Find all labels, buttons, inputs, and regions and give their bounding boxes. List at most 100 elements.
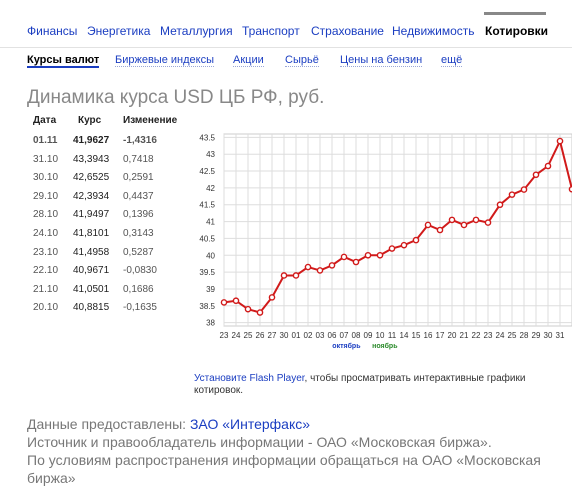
y-tick-label: 39.5 [199,268,215,277]
source-owner-line: Источник и правообладатель информации - … [27,434,492,450]
subnav-shares[interactable]: Акции [233,54,264,67]
y-tick-label: 41.5 [199,201,215,210]
data-point [376,251,384,259]
change-cell: 0,7418 [123,153,154,165]
y-tick-label: 42.5 [199,167,215,176]
rate-cell: 41,9497 [73,209,110,221]
x-tick-label: 23 [484,331,493,340]
rate-cell: 41,8101 [73,228,110,239]
rate-chart: 43.5 43 42.5 42 41.5 41 40.5 40 39.5 39 38.5 38 23 24… [192,130,572,352]
x-tick-label: 30 [280,331,289,340]
x-tick-label: 17 [436,331,445,340]
data-point [244,305,252,313]
y-tick-label: 43 [206,150,215,159]
nav-insurance[interactable]: Страхование [311,24,384,38]
install-flash-link[interactable]: Установите Flash Player [194,373,305,384]
data-point [556,137,564,145]
nav-metallurgy[interactable]: Металлургия [160,24,233,38]
subnav-commodities[interactable]: Сырьё [285,54,319,67]
nav-realty[interactable]: Недвижимость [392,24,475,38]
data-point [220,299,228,306]
change-cell: 0,1686 [123,283,154,295]
data-point [364,251,372,259]
y-tick-label: 40.5 [199,234,215,243]
x-tick-label: 02 [304,331,313,340]
data-point [232,297,240,305]
x-tick-label: 25 [244,331,253,340]
data-point [388,245,396,252]
x-tick-label: 07 [340,331,349,340]
data-point [472,216,480,224]
x-tick-label: 30 [544,331,553,340]
x-tick-label: 11 [388,331,397,340]
top-navigation: Финансы Энергетика Металлургия Транспорт… [0,12,572,48]
data-point [508,191,516,198]
data-point [532,171,540,179]
data-point [436,226,444,234]
y-tick-label: 41 [206,218,215,227]
change-cell: -0,0830 [123,265,157,277]
data-point [340,253,348,261]
month-label: ноябрь [372,342,398,350]
nav-finance[interactable]: Финансы [27,24,78,38]
sub-navigation: Курсы валют Биржевые индексы Акции Сырьё… [0,48,572,76]
column-header-change: Изменение [123,115,178,126]
interfax-link[interactable]: ЗАО «Интерфакс» [189,416,311,432]
date-cell: 31.10 [33,153,59,165]
data-point [400,241,408,249]
data-point [268,294,276,301]
x-tick-label: 23 [220,331,229,340]
subnav-exchange-indices[interactable]: Биржевые индексы [115,54,214,67]
data-point [544,162,552,170]
rate-cell: 42,6525 [73,172,110,184]
date-cell: 22.10 [33,265,59,277]
x-tick-label: 06 [328,331,337,340]
change-cell: -0,1635 [123,302,157,314]
x-tick-label: 25 [508,331,517,340]
date-cell: 28.10 [33,209,59,221]
x-tick-label: 31 [556,331,565,340]
subnav-more[interactable]: ещё [441,54,463,67]
column-header-date: Дата [33,115,57,126]
subnav-currency-rates[interactable]: Курсы валют [27,54,100,68]
change-cell: 0,2591 [123,172,154,184]
x-tick-label: 10 [376,331,385,340]
rate-cell: 41,0501 [73,283,110,295]
change-cell: 0,1396 [123,209,154,221]
x-tick-label: 08 [352,331,361,340]
change-cell: 0,5287 [123,246,154,258]
plot-area [223,133,572,327]
change-cell: -1,4316 [123,135,157,146]
x-tick-label: 20 [448,331,457,340]
y-tick-label: 38 [206,319,215,328]
rate-cell: 40,8815 [73,302,110,314]
provided-by-label: Данные предоставлены: [27,416,190,432]
date-cell: 24.10 [33,228,59,239]
date-cell: 30.10 [33,172,59,184]
y-tick-label: 42 [206,184,215,193]
column-header-rate: Курс [78,115,102,126]
data-point [496,201,504,209]
y-tick-label: 38.5 [199,302,215,311]
change-cell: 0,4437 [123,190,154,202]
change-cell: 0,3143 [123,228,154,239]
nav-transport[interactable]: Транспорт [242,24,300,38]
rate-cell: 42,3934 [73,190,110,202]
y-tick-label: 40 [206,251,215,260]
data-point [484,219,492,226]
nav-energy[interactable]: Энергетика [87,24,151,38]
date-cell: 21.10 [33,283,59,295]
date-cell: 01.11 [33,135,58,146]
data-point [448,216,456,224]
data-point [292,272,300,279]
subnav-fuel-prices[interactable]: Цены на бензин [340,54,423,67]
data-point [424,221,432,229]
data-point [256,309,264,316]
x-tick-label: 22 [472,331,481,340]
x-tick-label: 16 [424,331,433,340]
x-tick-label: 01 [292,331,301,340]
nav-quotes[interactable]: Котировки [485,24,549,38]
date-cell: 23.10 [33,246,59,258]
rate-cell: 43,3943 [73,153,110,165]
